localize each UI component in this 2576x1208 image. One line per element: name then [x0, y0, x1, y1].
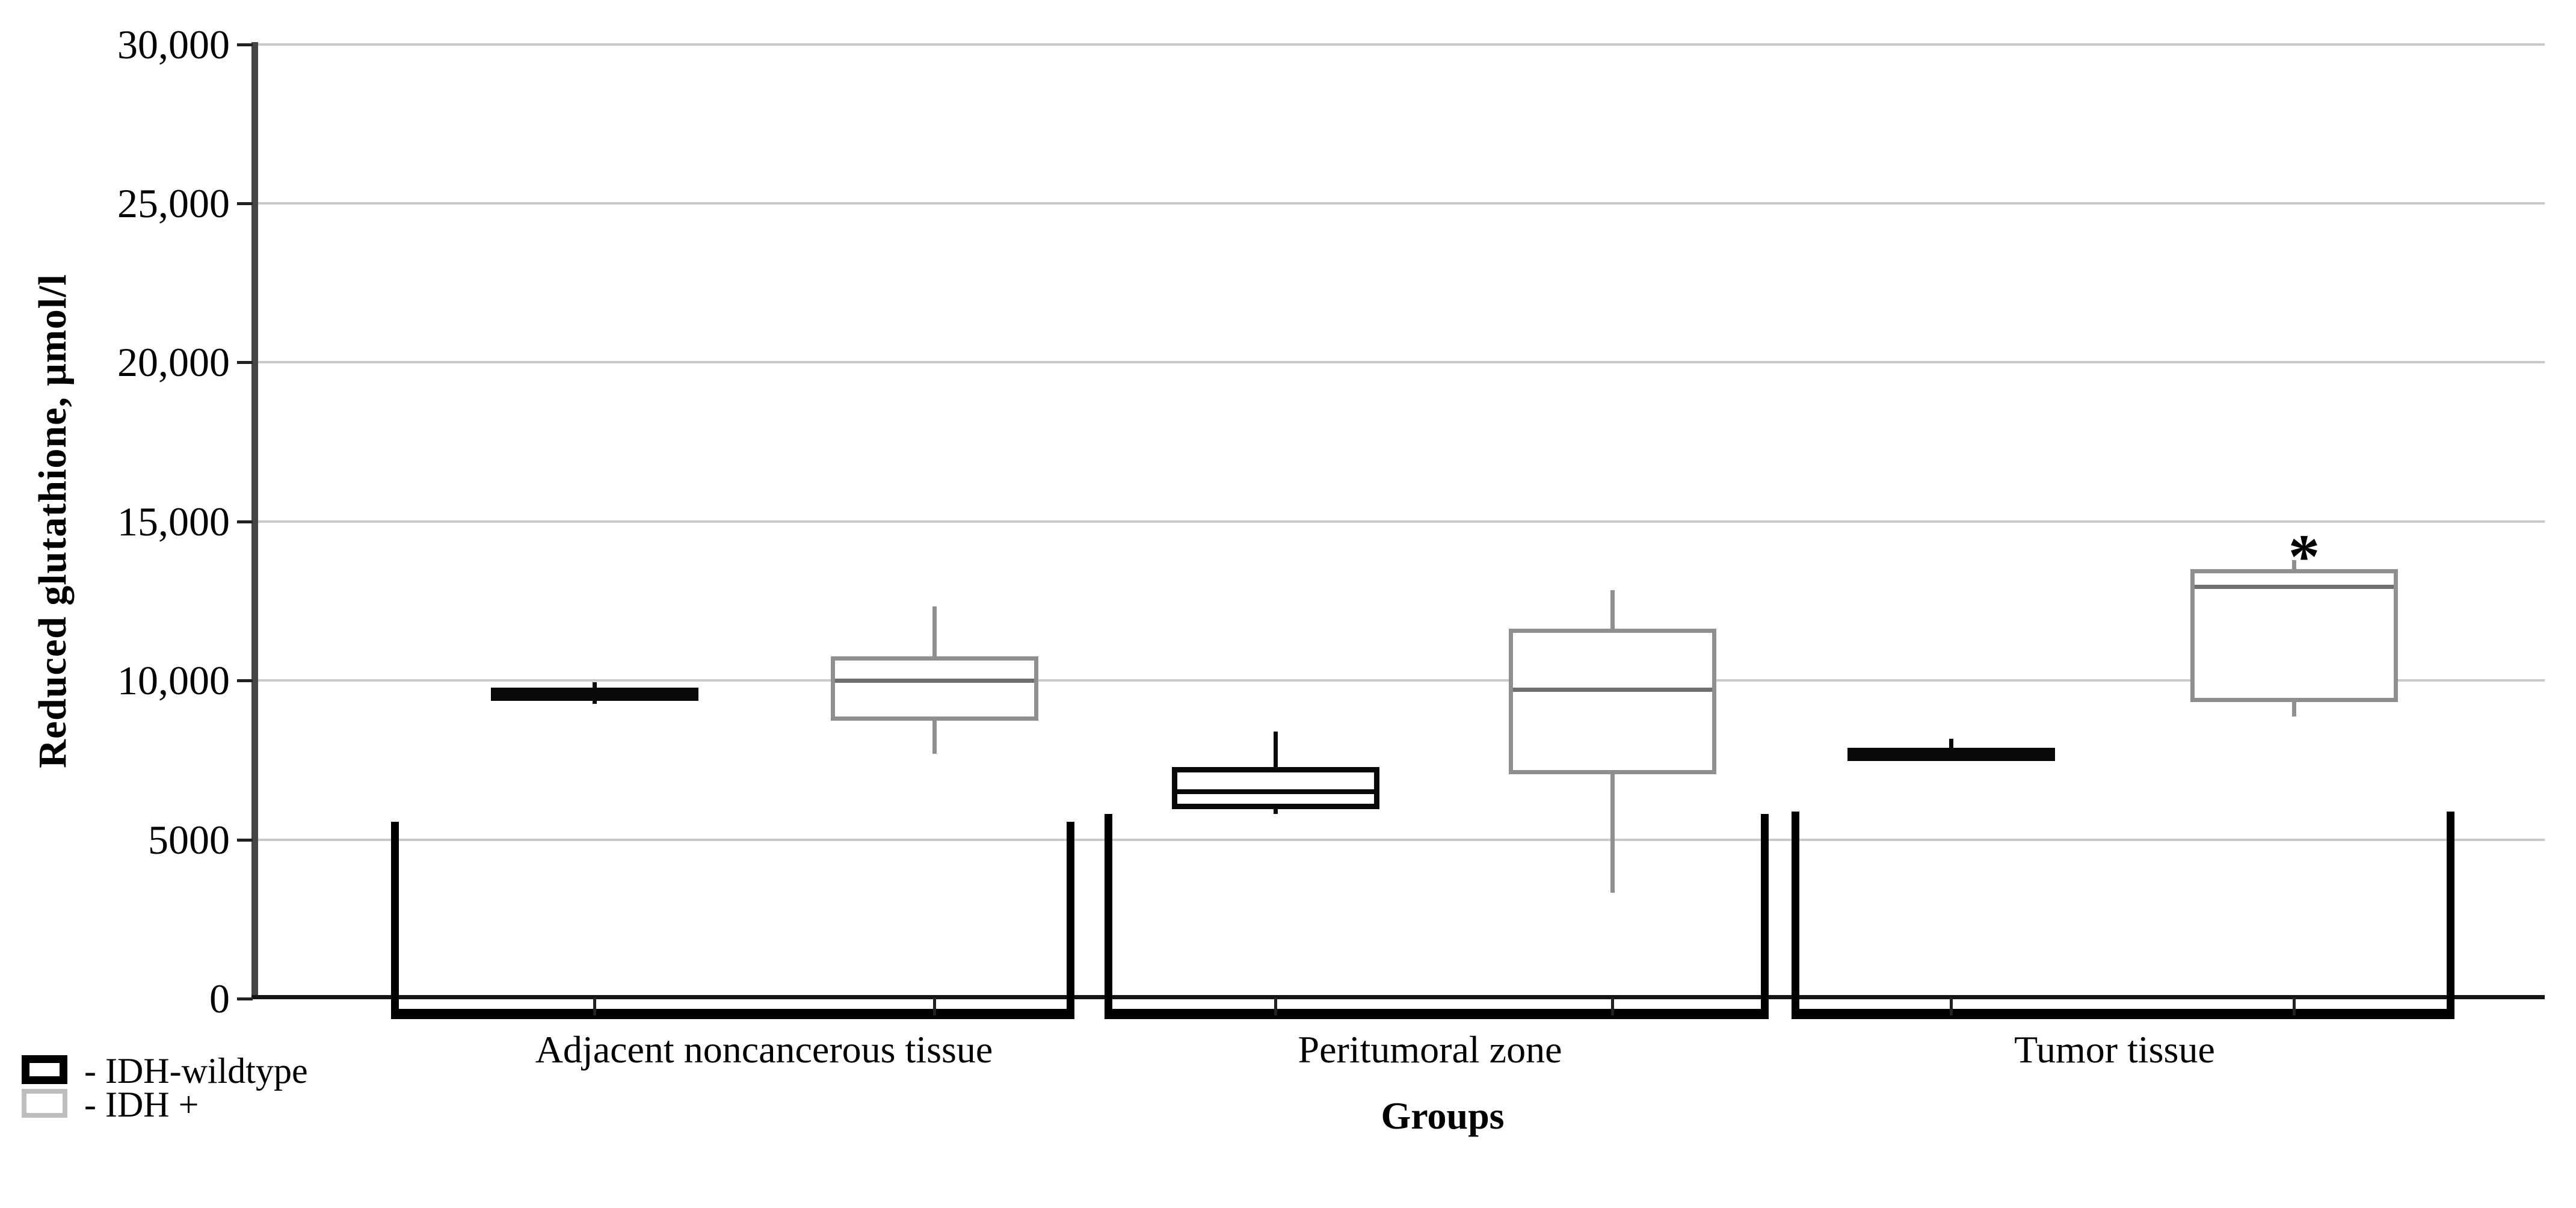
y-axis-line — [251, 42, 258, 999]
y-tick — [237, 43, 253, 46]
legend-swatch-idh-wildtype — [22, 1055, 67, 1084]
box-median — [496, 691, 693, 695]
gridline — [258, 520, 2545, 523]
legend-label-idh-plus: - IDH + — [84, 1085, 199, 1124]
y-tick-label: 25,000 — [117, 180, 230, 226]
gridline — [258, 679, 2545, 682]
x-tick — [1274, 997, 1277, 1015]
group-bracket — [391, 822, 1074, 1019]
y-tick-label: 10,000 — [117, 658, 230, 703]
x-axis-title: Groups — [1381, 1094, 1505, 1137]
y-tick-label: 15,000 — [117, 499, 230, 544]
legend-label-idh-wildtype: - IDH-wildtype — [84, 1051, 308, 1091]
gridline — [258, 43, 2545, 46]
box-median — [1177, 789, 1374, 794]
box-median — [835, 679, 1034, 683]
gridline — [258, 839, 2545, 841]
box-median — [2195, 585, 2394, 589]
box-median — [1513, 688, 1712, 692]
y-tick-label: 5000 — [148, 817, 230, 863]
box-rect — [2190, 569, 2398, 702]
box-rect — [1509, 629, 1716, 774]
y-tick — [237, 202, 253, 205]
y-tick-label: 0 — [209, 976, 230, 1022]
legend-swatch-idh-plus — [22, 1089, 67, 1118]
group-bracket — [1105, 814, 1769, 1019]
y-tick — [237, 839, 253, 842]
y-tick-label: 30,000 — [117, 22, 230, 67]
x-tick — [1950, 997, 1953, 1015]
x-category-label: Adjacent noncancerous tissue — [535, 1028, 993, 1071]
box-rect — [831, 656, 1038, 721]
x-category-label: Tumor tissue — [2014, 1028, 2215, 1071]
y-tick — [237, 361, 253, 364]
box-median — [1853, 751, 2050, 756]
x-tick — [1611, 997, 1614, 1015]
gridline — [258, 361, 2545, 363]
x-tick — [933, 997, 936, 1015]
x-category-label: Peritumoral zone — [1298, 1028, 1562, 1071]
y-tick-label: 20,000 — [117, 339, 230, 385]
gridline — [258, 202, 2545, 205]
significance-asterisk: * — [2288, 521, 2320, 591]
y-tick — [237, 679, 253, 682]
group-bracket — [1792, 812, 2454, 1019]
x-tick — [593, 997, 596, 1015]
x-axis-line — [251, 995, 2545, 999]
y-tick — [237, 997, 253, 1000]
y-tick — [237, 520, 253, 523]
box-rect — [1172, 767, 1379, 809]
x-tick — [2293, 997, 2296, 1015]
